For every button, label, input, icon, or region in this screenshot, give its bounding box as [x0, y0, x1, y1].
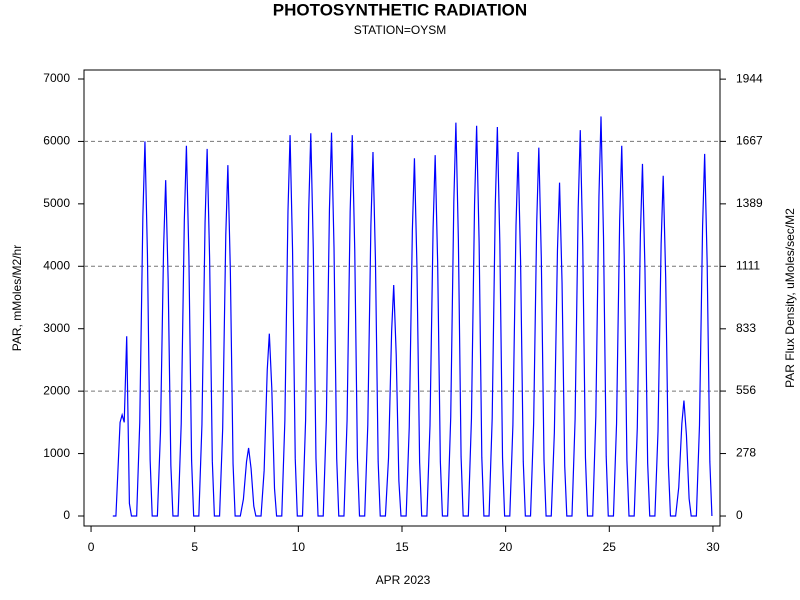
- y-tick-label: 1000: [43, 446, 70, 460]
- y2-tick-label: 278: [736, 446, 756, 460]
- x-tick-label: 5: [191, 540, 198, 554]
- y2-tick-label: 1667: [736, 134, 763, 148]
- y2-axis-label: PAR Flux Density, uMoles/sec/M2: [783, 208, 797, 388]
- y2-tick-label: 1389: [736, 196, 763, 210]
- x-axis-label: APR 2023: [376, 573, 431, 587]
- y-tick-label: 4000: [43, 258, 70, 272]
- y-axis-label: PAR, mMoles/M2/hr: [10, 245, 24, 351]
- y2-tick-label: 833: [736, 321, 756, 335]
- x-tick-label: 20: [499, 540, 513, 554]
- data-line: [112, 116, 713, 517]
- y-tick-label: 2000: [43, 383, 70, 397]
- x-tick-label: 30: [706, 540, 720, 554]
- x-tick-label: 25: [603, 540, 617, 554]
- y-tick-label: 0: [63, 508, 70, 522]
- y-tick-label: 6000: [43, 134, 70, 148]
- y2-tick-label: 1111: [736, 259, 760, 273]
- y2-tick-label: 0: [736, 508, 743, 522]
- chart-title: PHOTOSYNTHETIC RADIATION: [273, 0, 527, 19]
- y-tick-label: 7000: [43, 71, 70, 85]
- y-tick-label: 5000: [43, 196, 70, 210]
- x-tick-label: 10: [292, 540, 306, 554]
- y2-tick-label: 556: [736, 383, 756, 397]
- x-tick-label: 0: [88, 540, 95, 554]
- chart-subtitle: STATION=OYSM: [354, 23, 447, 37]
- x-tick-label: 15: [395, 540, 409, 554]
- y2-tick-label: 1944: [736, 71, 763, 85]
- y-tick-label: 3000: [43, 321, 70, 335]
